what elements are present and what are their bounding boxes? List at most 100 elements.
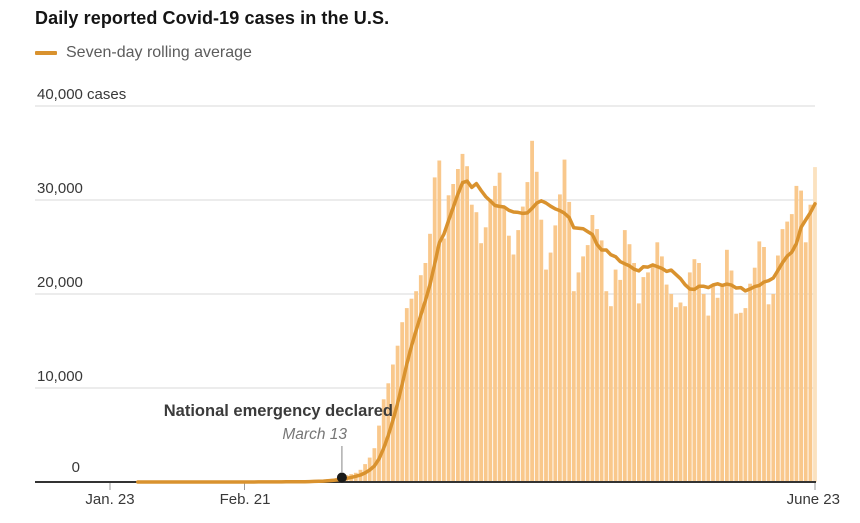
daily-cases-bar <box>414 291 418 482</box>
daily-cases-bar <box>618 279 623 482</box>
daily-cases-bar <box>776 255 780 482</box>
daily-cases-bar <box>474 212 479 482</box>
annotation-text: National emergency declared <box>163 402 393 420</box>
daily-cases-bar <box>794 185 799 482</box>
legend-label: Seven-day rolling average <box>66 44 252 61</box>
daily-cases-bar <box>646 272 650 482</box>
daily-cases-bar <box>576 272 581 482</box>
daily-cases-bar <box>571 291 576 482</box>
daily-cases-bar <box>456 169 460 482</box>
daily-cases-bar <box>599 240 604 482</box>
daily-cases-bar <box>715 297 720 482</box>
daily-cases-bar <box>706 315 711 482</box>
daily-cases-bar <box>409 298 414 482</box>
daily-cases-bar <box>497 172 502 482</box>
daily-cases-bar <box>418 275 423 482</box>
annotation-event-dot <box>336 472 347 483</box>
daily-cases-bar <box>558 194 562 482</box>
daily-cases-bar <box>553 225 558 482</box>
daily-cases-bar <box>697 263 701 482</box>
daily-cases-bar <box>437 160 442 482</box>
daily-cases-bar <box>488 199 493 482</box>
daily-cases-bar <box>771 294 776 482</box>
daily-cases-bar <box>762 247 766 482</box>
daily-cases-bar <box>539 219 544 482</box>
daily-cases-bar <box>377 425 381 482</box>
daily-cases-bar <box>432 177 437 482</box>
daily-cases-bar <box>428 233 432 482</box>
daily-cases-bar <box>581 256 585 482</box>
y-axis-label-20000: 20,000 <box>37 274 83 291</box>
legend: Seven-day rolling average <box>35 44 252 62</box>
x-axis-label-jan23: Jan. 23 <box>85 491 135 508</box>
annotation-date: March 13 <box>282 426 347 443</box>
daily-cases-bar <box>701 294 706 482</box>
daily-cases-bar <box>766 304 771 482</box>
daily-cases-bar <box>757 241 762 482</box>
daily-cases-bar <box>516 230 521 482</box>
daily-cases-bar <box>525 182 530 482</box>
daily-cases-bar <box>641 277 646 482</box>
daily-cases-bar <box>729 270 734 482</box>
daily-cases-bar <box>395 345 400 482</box>
daily-cases-bar <box>507 235 511 482</box>
daily-cases-bar <box>585 245 590 482</box>
daily-cases-bar <box>627 244 632 482</box>
daily-cases-bar <box>469 204 474 482</box>
rolling-average-line <box>136 179 817 484</box>
daily-cases-bar <box>725 249 729 482</box>
daily-cases-bar <box>803 242 808 482</box>
daily-cases-bar <box>683 306 687 482</box>
daily-cases-bar <box>590 215 595 482</box>
y-axis-label-0: 0 <box>71 459 80 476</box>
daily-cases-bar <box>789 214 794 482</box>
daily-cases-bar <box>534 171 539 483</box>
daily-cases-bar <box>567 201 572 482</box>
y-axis-label-40000: 40,000 cases <box>37 86 127 103</box>
daily-cases-bar <box>493 185 497 482</box>
x-axis-label-feb21: Feb. 21 <box>219 491 271 508</box>
daily-cases-bar <box>738 312 743 482</box>
x-axis-label-june23: June 23 <box>786 491 840 508</box>
daily-cases-bar <box>548 252 553 482</box>
daily-cases-bar <box>423 263 428 482</box>
daily-cases-bar <box>609 306 613 482</box>
legend-line-swatch-icon <box>35 51 57 55</box>
daily-cases-bar <box>404 308 409 482</box>
daily-cases-bar <box>613 269 618 482</box>
daily-cases-bar <box>530 140 534 483</box>
daily-cases-bar <box>442 238 446 482</box>
daily-cases-bar <box>785 221 790 482</box>
daily-cases-bar <box>780 229 785 482</box>
daily-cases-bar <box>622 230 627 482</box>
daily-cases-bar <box>460 153 465 482</box>
daily-cases-bar <box>502 208 507 482</box>
daily-cases-bar <box>479 243 483 482</box>
daily-cases-bar <box>451 184 456 482</box>
daily-cases-bar <box>446 195 451 483</box>
y-axis-label-10000: 10,000 <box>37 368 83 385</box>
daily-cases-bar <box>483 227 488 482</box>
daily-cases-bar <box>687 272 692 482</box>
daily-cases-bar <box>664 284 669 482</box>
daily-cases-bar <box>636 303 641 482</box>
daily-cases-bar <box>743 308 748 482</box>
daily-cases-bar <box>660 256 664 482</box>
daily-cases-bar <box>465 166 469 482</box>
daily-cases-bar <box>511 254 516 482</box>
daily-cases-bar <box>520 206 525 482</box>
daily-cases-bar <box>632 263 636 482</box>
daily-cases-bar <box>544 269 548 482</box>
daily-cases-bar <box>678 302 683 482</box>
daily-cases-bar <box>400 322 405 482</box>
daily-cases-bar <box>562 159 567 482</box>
chart-title: Daily reported Covid-19 cases in the U.S… <box>35 8 390 28</box>
daily-cases-bar <box>669 294 674 482</box>
daily-cases-bar <box>720 283 725 482</box>
daily-cases-bar <box>381 399 386 482</box>
daily-cases-bar <box>692 259 697 482</box>
daily-cases-bar <box>650 263 655 482</box>
daily-cases-bar <box>748 283 752 482</box>
